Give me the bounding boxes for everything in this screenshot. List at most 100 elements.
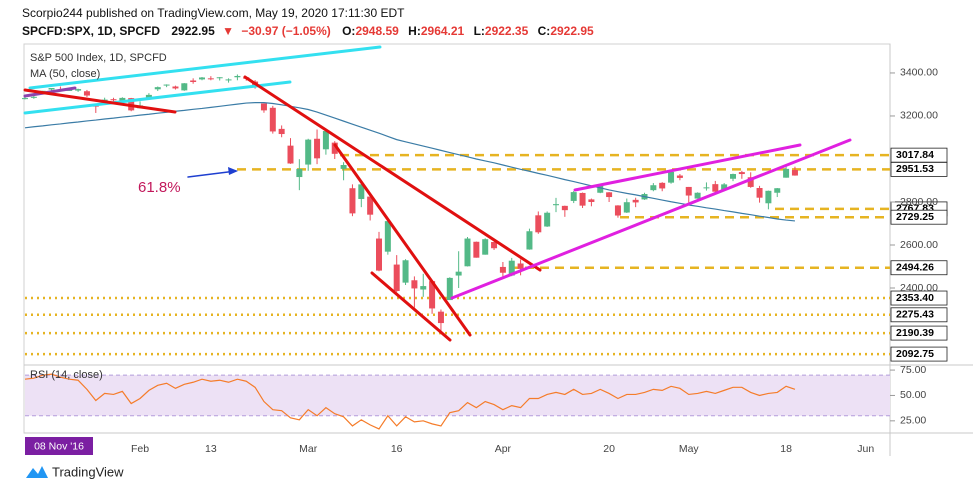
candle-body (358, 184, 365, 199)
candle-body (791, 170, 798, 176)
candle-body (22, 98, 28, 100)
x-tick-label: 16 (391, 443, 403, 455)
candle-body (75, 89, 82, 91)
candle-body (499, 266, 506, 273)
trend-line (23, 80, 292, 115)
symbol: SPCFD:SPX, 1D, SPCFD (22, 24, 160, 38)
candle-body (570, 192, 577, 201)
level-label: 3017.84 (896, 149, 934, 161)
candle-body (650, 185, 657, 191)
logo-text: TradingView (52, 464, 124, 479)
candle-body (331, 142, 338, 154)
candle-body (606, 192, 613, 198)
candle-body (632, 199, 639, 203)
l-label: L: (474, 24, 485, 38)
candle-body (269, 107, 276, 132)
y-tick-label: 25.00 (900, 415, 926, 427)
candle-body (393, 264, 400, 292)
candle-body (225, 79, 232, 81)
level-label-box (890, 209, 948, 225)
trend-line (23, 88, 177, 114)
trend-line (28, 45, 382, 90)
legend-ma: MA (50, close) (30, 68, 100, 80)
level-layer: 3017.842951.532767.832729.252494.262353.… (25, 147, 948, 362)
candle-body (154, 87, 161, 90)
price-layer: 3400.00 3200.00 2800.00 2600.00 2400.00 Feb 13… (22, 67, 938, 455)
candle-body (181, 83, 188, 91)
candle-body (48, 88, 55, 90)
x-tick-label: Apr (495, 443, 512, 455)
last-price: 2922.95 (171, 24, 215, 38)
arrow-head (228, 167, 238, 175)
trend-line (23, 86, 77, 98)
x-tick-label: Mar (299, 443, 318, 455)
candle-body (694, 192, 701, 199)
y-tick-label: 2800.00 (900, 196, 938, 208)
arrow (187, 170, 237, 178)
candle-body (446, 277, 453, 301)
c-value: 2922.95 (550, 24, 594, 38)
x-tick-label: May (679, 443, 700, 455)
level-label: 2494.26 (896, 262, 934, 274)
candle-body (491, 241, 498, 249)
level-label-box (890, 325, 948, 341)
candle-body (429, 281, 436, 309)
candle-body (172, 86, 179, 89)
candle-body (668, 171, 675, 183)
x-tick-label: 18 (780, 443, 792, 455)
ma-line (24, 102, 796, 222)
candle-body (322, 131, 329, 150)
candle-body (614, 205, 621, 216)
logo-icon (26, 466, 48, 478)
candle-body (66, 89, 73, 91)
candle-body (774, 188, 781, 193)
candle-body (464, 238, 471, 267)
candle-body (190, 80, 197, 82)
y-tick-label: 50.00 (900, 389, 926, 401)
candle-body (676, 175, 683, 178)
logo: TradingView (26, 464, 124, 479)
symbol-line: SPCFD:SPX, 1D, SPCFD 2922.95 ▼ −30.97 (−… (22, 24, 594, 38)
level-label-box (890, 307, 948, 323)
candle-body (376, 238, 382, 271)
candle-body (685, 186, 692, 196)
y-tick-label: 75.00 (900, 364, 926, 376)
date-badge-box (25, 437, 93, 455)
candle-body (588, 199, 595, 202)
level-label-box (890, 346, 948, 362)
change-arrow: ▼ (222, 24, 234, 38)
candle-body (544, 212, 551, 227)
candle-body (216, 77, 223, 79)
candle-body (199, 77, 205, 80)
trend-line (450, 138, 852, 300)
candle-body (296, 168, 303, 178)
o-value: 2948.59 (355, 24, 399, 38)
candle-body (473, 241, 480, 258)
level-label: 2275.43 (896, 309, 934, 321)
candle-body (278, 128, 285, 135)
candle-body (163, 84, 170, 86)
o-label: O: (342, 24, 355, 38)
candle-body (402, 260, 409, 283)
candle-body (145, 94, 152, 99)
trend-line (243, 75, 542, 272)
candle-body (730, 174, 736, 179)
candle-body (508, 260, 515, 276)
candle-body (659, 182, 666, 189)
candle-body (83, 91, 90, 96)
candle-body (367, 196, 374, 215)
candle-body (30, 96, 37, 98)
candle-body (712, 184, 719, 192)
c-label: C: (538, 24, 551, 38)
candle-body (207, 78, 214, 80)
candle-body (517, 263, 524, 269)
candle-body (561, 205, 568, 211)
candle-body (703, 187, 710, 189)
candle-body (535, 215, 542, 233)
x-tick-label: 13 (205, 443, 217, 455)
candle-body (783, 168, 790, 178)
candle-body (623, 202, 630, 213)
level-label-box (890, 162, 948, 177)
candle-body (234, 75, 241, 78)
